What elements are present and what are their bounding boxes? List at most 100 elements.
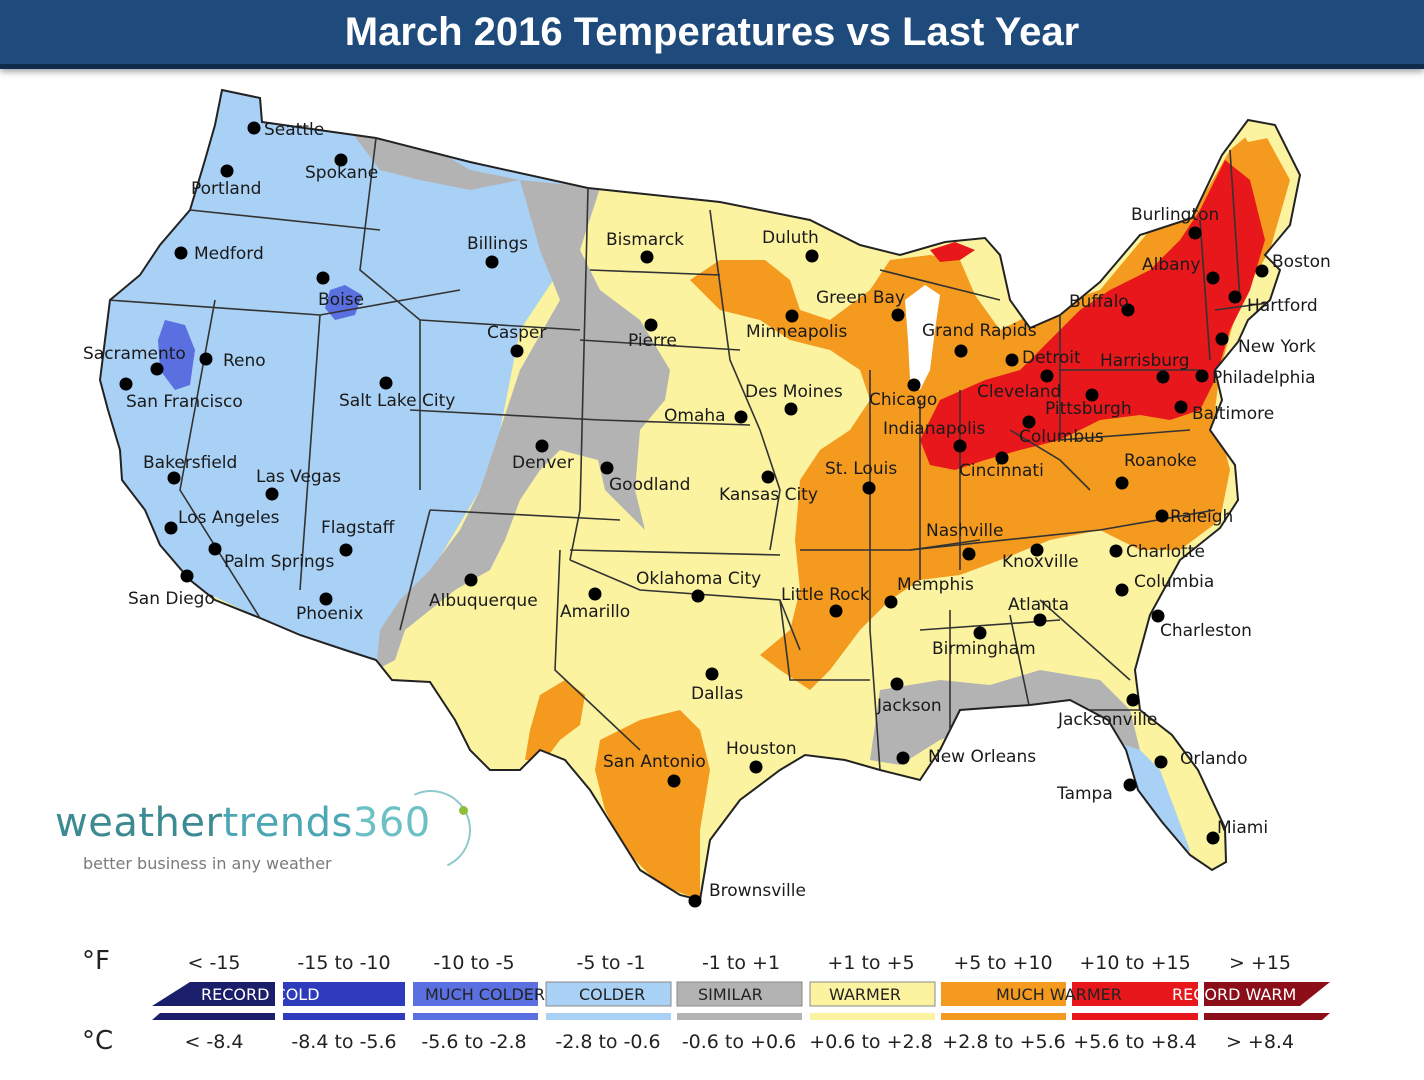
city-san-francisco: San Francisco: [119, 377, 243, 412]
svg-text:San Francisco: San Francisco: [126, 392, 243, 412]
legend: °F °C < -15 -15 to -10 -10 to -5 -5 to -…: [0, 940, 1424, 1080]
svg-text:Chicago: Chicago: [869, 390, 937, 410]
svg-text:Columbia: Columbia: [1134, 572, 1214, 592]
zone-warmer-maine: [1238, 120, 1268, 142]
city-pittsburgh: Pittsburgh: [1045, 388, 1132, 419]
legend-range-f: -15 to -10: [297, 952, 391, 974]
legend-range-c: +2.8 to +5.6: [942, 1031, 1066, 1053]
svg-text:Duluth: Duluth: [762, 228, 819, 248]
svg-text:Raleigh: Raleigh: [1170, 507, 1233, 527]
zone-similar-central: [376, 180, 670, 670]
svg-text:Flagstaff: Flagstaff: [321, 518, 396, 538]
city-little-rock: Little Rock: [781, 585, 870, 618]
city-markers: Seattle Spokane Portland Medford Boise B…: [83, 120, 1331, 908]
city-omaha: Omaha: [664, 406, 748, 426]
city-columbus: Columbus: [1019, 415, 1104, 447]
city-boston: Boston: [1255, 252, 1331, 278]
svg-text:Salt Lake City: Salt Lake City: [339, 391, 455, 411]
city-atlanta: Atlanta: [1008, 595, 1069, 627]
legend-range-c: -2.8 to -0.6: [555, 1031, 661, 1053]
svg-text:Burlington: Burlington: [1131, 205, 1219, 225]
city-portland: Portland: [191, 164, 261, 199]
svg-text:Cleveland: Cleveland: [977, 382, 1061, 402]
city-baltimore: Baltimore: [1174, 400, 1274, 424]
city-albany: Albany: [1142, 255, 1220, 285]
svg-text:Baltimore: Baltimore: [1192, 404, 1274, 424]
zone-much-colder-nv: [158, 320, 195, 390]
svg-text:Columbus: Columbus: [1019, 427, 1104, 447]
city-amarillo: Amarillo: [560, 587, 630, 622]
svg-text:Las Vegas: Las Vegas: [256, 467, 341, 487]
city-pierre: Pierre: [628, 318, 677, 351]
city-brownsville: Brownsville: [688, 881, 806, 908]
svg-text:Bakersfield: Bakersfield: [143, 453, 237, 473]
svg-text:Seattle: Seattle: [264, 120, 324, 140]
svg-text:Charlotte: Charlotte: [1126, 542, 1205, 562]
city-las-vegas: Las Vegas: [256, 467, 341, 501]
city-cincinnati: Cincinnati: [959, 451, 1044, 481]
svg-text:Birmingham: Birmingham: [932, 639, 1036, 659]
svg-text:Atlanta: Atlanta: [1008, 595, 1069, 615]
zone-record-warm-up: [930, 242, 975, 262]
city-des-moines: Des Moines: [745, 382, 843, 416]
legend-label-similar: SIMILAR: [698, 985, 763, 1004]
city-san-diego: San Diego: [128, 569, 215, 609]
legend-range-c: < -8.4: [184, 1031, 244, 1053]
legend-label-much-warmer: MUCH WARMER: [996, 985, 1122, 1004]
svg-text:Denver: Denver: [512, 453, 574, 473]
legend-range-f: +1 to +5: [827, 952, 915, 974]
svg-text:Bismarck: Bismarck: [606, 230, 684, 250]
svg-text:Pittsburgh: Pittsburgh: [1045, 399, 1132, 419]
city-charleston: Charleston: [1151, 609, 1252, 641]
svg-text:Jackson: Jackson: [876, 696, 942, 716]
city-boise: Boise: [316, 271, 364, 310]
state-boundaries: [107, 137, 1291, 771]
city-grand-rapids: Grand Rapids: [922, 321, 1037, 358]
svg-text:Miami: Miami: [1217, 818, 1268, 838]
svg-text:Goodland: Goodland: [609, 475, 690, 495]
logo-word-weather: weather: [55, 800, 223, 846]
svg-text:Medford: Medford: [194, 244, 264, 264]
svg-text:Spokane: Spokane: [305, 163, 378, 183]
city-orlando: Orlando: [1154, 749, 1247, 769]
city-houston: Houston: [726, 739, 797, 774]
legend-label-warmer: WARMER: [829, 985, 902, 1004]
city-harrisburg: Harrisburg: [1100, 351, 1190, 384]
svg-text:Kansas City: Kansas City: [719, 485, 818, 505]
city-indianapolis: Indianapolis: [883, 419, 986, 453]
city-billings: Billings: [467, 234, 528, 269]
svg-text:Portland: Portland: [191, 179, 261, 199]
city-roanoke: Roanoke: [1115, 451, 1197, 490]
city-knoxville: Knoxville: [1002, 543, 1079, 572]
legend-label-colder: COLDER: [579, 985, 646, 1004]
legend-label-record-warm: RECORD WARM: [1172, 985, 1297, 1004]
svg-text:Indianapolis: Indianapolis: [883, 419, 986, 439]
city-charlotte: Charlotte: [1109, 542, 1205, 562]
svg-text:Detroit: Detroit: [1022, 348, 1081, 368]
svg-text:Sacramento: Sacramento: [83, 344, 186, 364]
city-spokane: Spokane: [305, 153, 378, 183]
city-chicago: Chicago: [869, 378, 937, 410]
legend-range-c: +5.6 to +8.4: [1073, 1031, 1197, 1053]
svg-text:Dallas: Dallas: [691, 684, 743, 704]
city-raleigh: Raleigh: [1155, 507, 1233, 527]
legend-range-c: -0.6 to +0.6: [681, 1031, 797, 1053]
legend-color-bar: [152, 981, 1330, 1020]
svg-text:Omaha: Omaha: [664, 406, 726, 426]
city-miami: Miami: [1206, 818, 1268, 845]
city-duluth: Duluth: [762, 228, 819, 263]
svg-text:Boise: Boise: [318, 290, 364, 310]
svg-text:San Diego: San Diego: [128, 589, 215, 609]
city-birmingham: Birmingham: [932, 626, 1036, 659]
svg-text:Cincinnati: Cincinnati: [959, 461, 1044, 481]
svg-text:St. Louis: St. Louis: [825, 459, 897, 479]
svg-text:Charleston: Charleston: [1160, 621, 1252, 641]
city-philadelphia: Philadelphia: [1195, 368, 1316, 388]
legend-unit-f: °F: [82, 946, 110, 976]
city-salt-lake-city: Salt Lake City: [339, 376, 455, 411]
svg-text:Tampa: Tampa: [1056, 784, 1113, 804]
city-minneapolis: Minneapolis: [746, 309, 847, 342]
svg-text:Orlando: Orlando: [1180, 749, 1247, 769]
legend-range-f: -5 to -1: [576, 952, 646, 974]
city-phoenix: Phoenix: [296, 592, 363, 624]
